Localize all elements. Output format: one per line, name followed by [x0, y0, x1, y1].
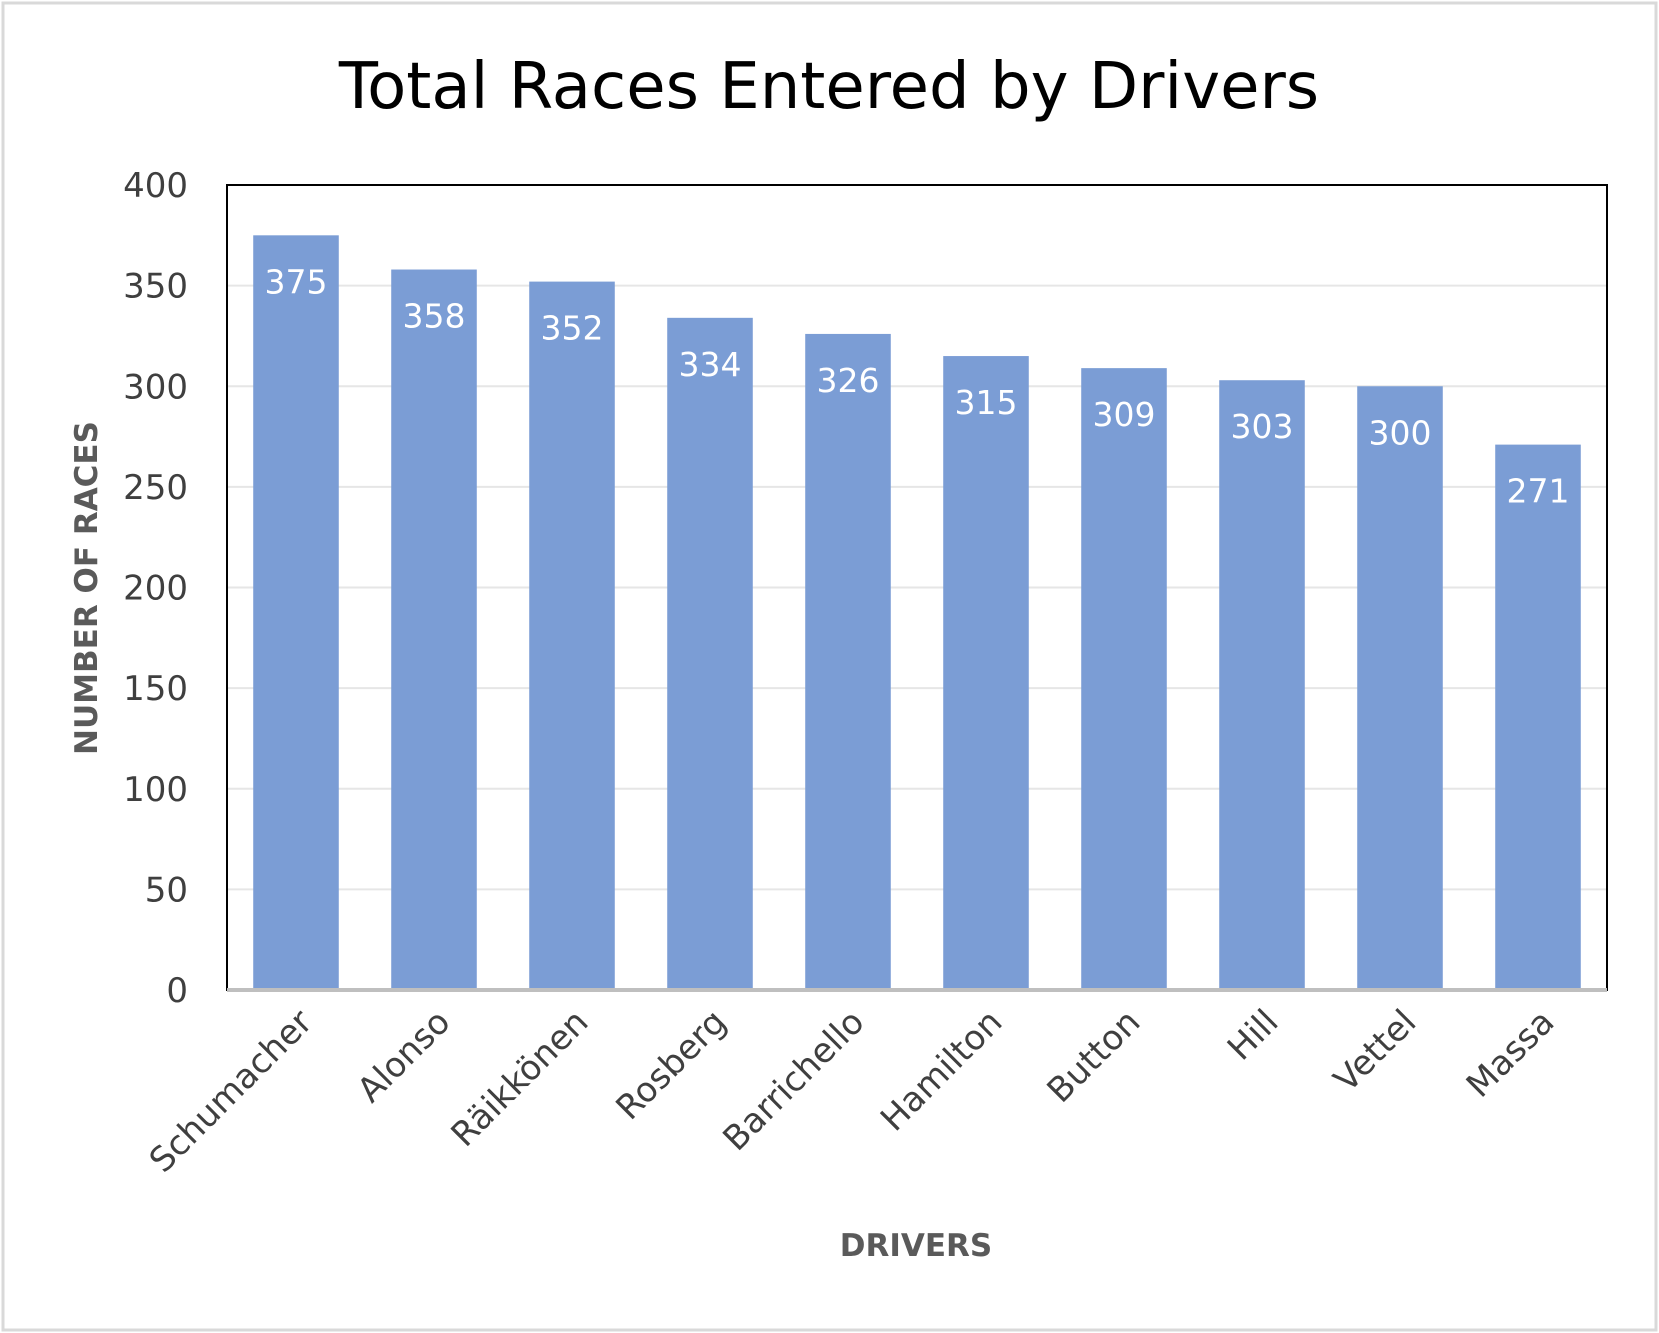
y-axis-title: NUMBER OF RACES	[69, 421, 105, 755]
data-label: 334	[679, 345, 742, 384]
x-axis-title: DRIVERS	[840, 1228, 993, 1264]
data-label: 300	[1369, 413, 1432, 452]
y-tick-label: 50	[145, 870, 188, 910]
bar	[391, 269, 477, 990]
data-label: 358	[403, 297, 466, 336]
bars	[253, 235, 1581, 991]
data-label: 352	[541, 309, 604, 348]
y-axis-ticks: 0 50 100 150 200 250 300 350 400	[123, 166, 188, 1011]
bar	[253, 235, 339, 990]
y-tick-label: 150	[123, 669, 188, 709]
bar	[1495, 444, 1581, 990]
data-label: 326	[817, 361, 880, 400]
y-tick-label: 0	[166, 971, 188, 1011]
bar	[1219, 380, 1305, 990]
bar	[667, 317, 753, 990]
data-labels: 375 358 352 334 326 315 309 303 300 271	[265, 262, 1570, 510]
bar	[1081, 368, 1167, 990]
data-label: 309	[1093, 395, 1156, 434]
chart-title: Total Races Entered by Drivers	[338, 50, 1319, 124]
data-label: 315	[955, 383, 1018, 422]
y-tick-label: 300	[123, 367, 188, 407]
y-tick-label: 350	[123, 267, 188, 307]
y-tick-label: 200	[123, 569, 188, 609]
bar	[805, 333, 891, 990]
data-label: 375	[265, 262, 328, 301]
y-tick-label: 250	[123, 468, 188, 508]
bar	[1357, 386, 1443, 990]
data-label: 271	[1507, 472, 1570, 511]
bar	[529, 281, 615, 991]
y-tick-label: 400	[123, 166, 188, 206]
y-tick-label: 100	[123, 770, 188, 810]
bar	[943, 356, 1029, 990]
data-label: 303	[1231, 407, 1294, 446]
